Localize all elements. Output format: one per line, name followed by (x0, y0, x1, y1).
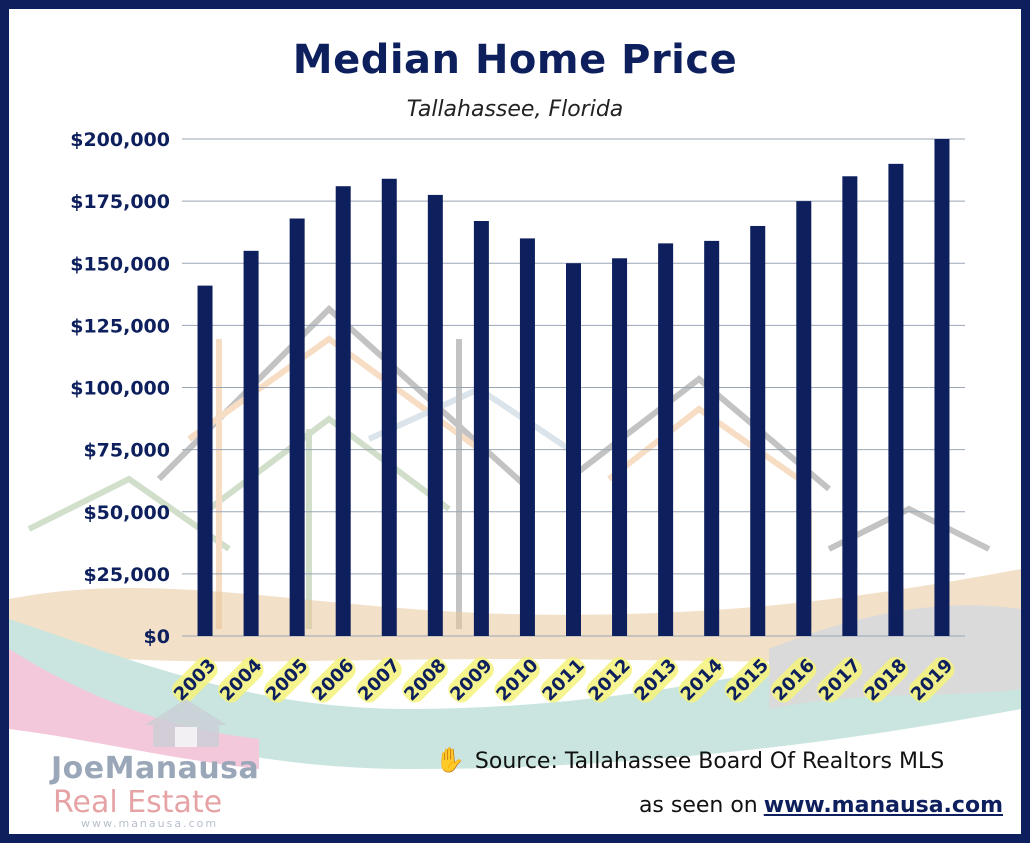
x-tick-highlight (678, 657, 725, 703)
x-tick-highlight (816, 657, 863, 703)
bar-2014 (704, 240, 720, 636)
y-tick-label: $125,000 (70, 315, 170, 337)
bar-2011 (566, 263, 581, 636)
y-tick-label: $25,000 (83, 564, 170, 586)
company-logo: JoeManausa Real Estate www.manausa.com (31, 689, 331, 830)
x-tick-highlight (310, 657, 356, 703)
x-tick-highlight (724, 657, 771, 703)
x-tick-highlight (540, 657, 586, 703)
bar-2012 (612, 258, 628, 636)
house-logo-icon (145, 699, 227, 747)
x-tick-highlight (586, 657, 633, 703)
x-tick-group: 2017 (815, 655, 865, 705)
x-tick-group: 2007 (354, 655, 404, 705)
x-tick-highlight (632, 657, 679, 703)
x-tick-highlight (172, 657, 218, 703)
x-tick-highlight (909, 657, 955, 703)
x-tick-group: 2010 (492, 655, 542, 705)
bar-2009 (473, 221, 489, 636)
bar-2005 (289, 218, 305, 636)
chart-title: Median Home Price (292, 37, 738, 83)
bar-2013 (658, 243, 674, 636)
bar-2004 (243, 250, 259, 636)
y-tick-label: $175,000 (70, 191, 170, 213)
y-tick-label: $0 (144, 626, 170, 648)
x-tick-highlight (494, 657, 540, 703)
x-tick-group: 2008 (400, 655, 450, 705)
y-tick-label: $50,000 (83, 502, 170, 524)
seen-on-line: as seen on www.manausa.com (639, 793, 1003, 818)
y-tick-label: $75,000 (83, 440, 170, 462)
x-tick-highlight (218, 657, 264, 703)
hand-icon: ✋ (435, 746, 465, 774)
x-tick-group: 2013 (631, 655, 681, 705)
bar-2017 (842, 176, 858, 636)
bar-2007 (381, 178, 397, 636)
x-tick-group: 2014 (677, 655, 727, 705)
y-tick-label: $100,000 (70, 378, 170, 400)
logo-name-last: Manausa (104, 751, 260, 786)
website-link[interactable]: www.manausa.com (763, 793, 1003, 818)
seen-prefix: as seen on (638, 793, 758, 818)
x-tick-group: 2016 (769, 655, 819, 705)
bar-2010 (519, 238, 535, 636)
x-tick-highlight (448, 657, 494, 703)
x-tick-highlight (862, 657, 909, 703)
source-text: Source: Tallahassee Board Of Realtors ML… (474, 749, 945, 774)
bar-2019 (934, 139, 950, 636)
chart-subtitle: Tallahassee, Florida (406, 97, 624, 122)
bar-2003 (197, 285, 213, 636)
bar-2015 (750, 225, 766, 636)
bar-2006 (335, 186, 351, 636)
x-tick-highlight (264, 657, 310, 703)
x-tick-group: 2015 (723, 655, 773, 705)
bar-2008 (427, 194, 443, 636)
x-tick-highlight (402, 657, 448, 703)
y-tick-label: $200,000 (70, 129, 170, 151)
logo-website: www.manausa.com (81, 817, 219, 830)
logo-name: JoeManausa (51, 751, 259, 786)
x-tick-highlight (770, 657, 817, 703)
logo-tagline: Real Estate (53, 785, 223, 820)
bar-2016 (796, 201, 812, 636)
x-tick-group: 2019 (907, 655, 957, 705)
x-tick-group: 2011 (538, 655, 588, 705)
bar-chart: $0 $25,000 $50,000 $75,000 $100,000 $125,000 $… (70, 129, 965, 705)
logo-name-first: Joe (51, 751, 105, 786)
y-tick-label: $150,000 (70, 253, 170, 275)
x-tick-group: 2009 (446, 655, 496, 705)
x-tick-group: 2018 (861, 655, 911, 705)
source-note: ✋ Source: Tallahassee Board Of Realtors M… (435, 746, 944, 774)
bar-2018 (888, 163, 904, 636)
x-tick-group: 2012 (585, 655, 635, 705)
x-tick-highlight (356, 657, 402, 703)
